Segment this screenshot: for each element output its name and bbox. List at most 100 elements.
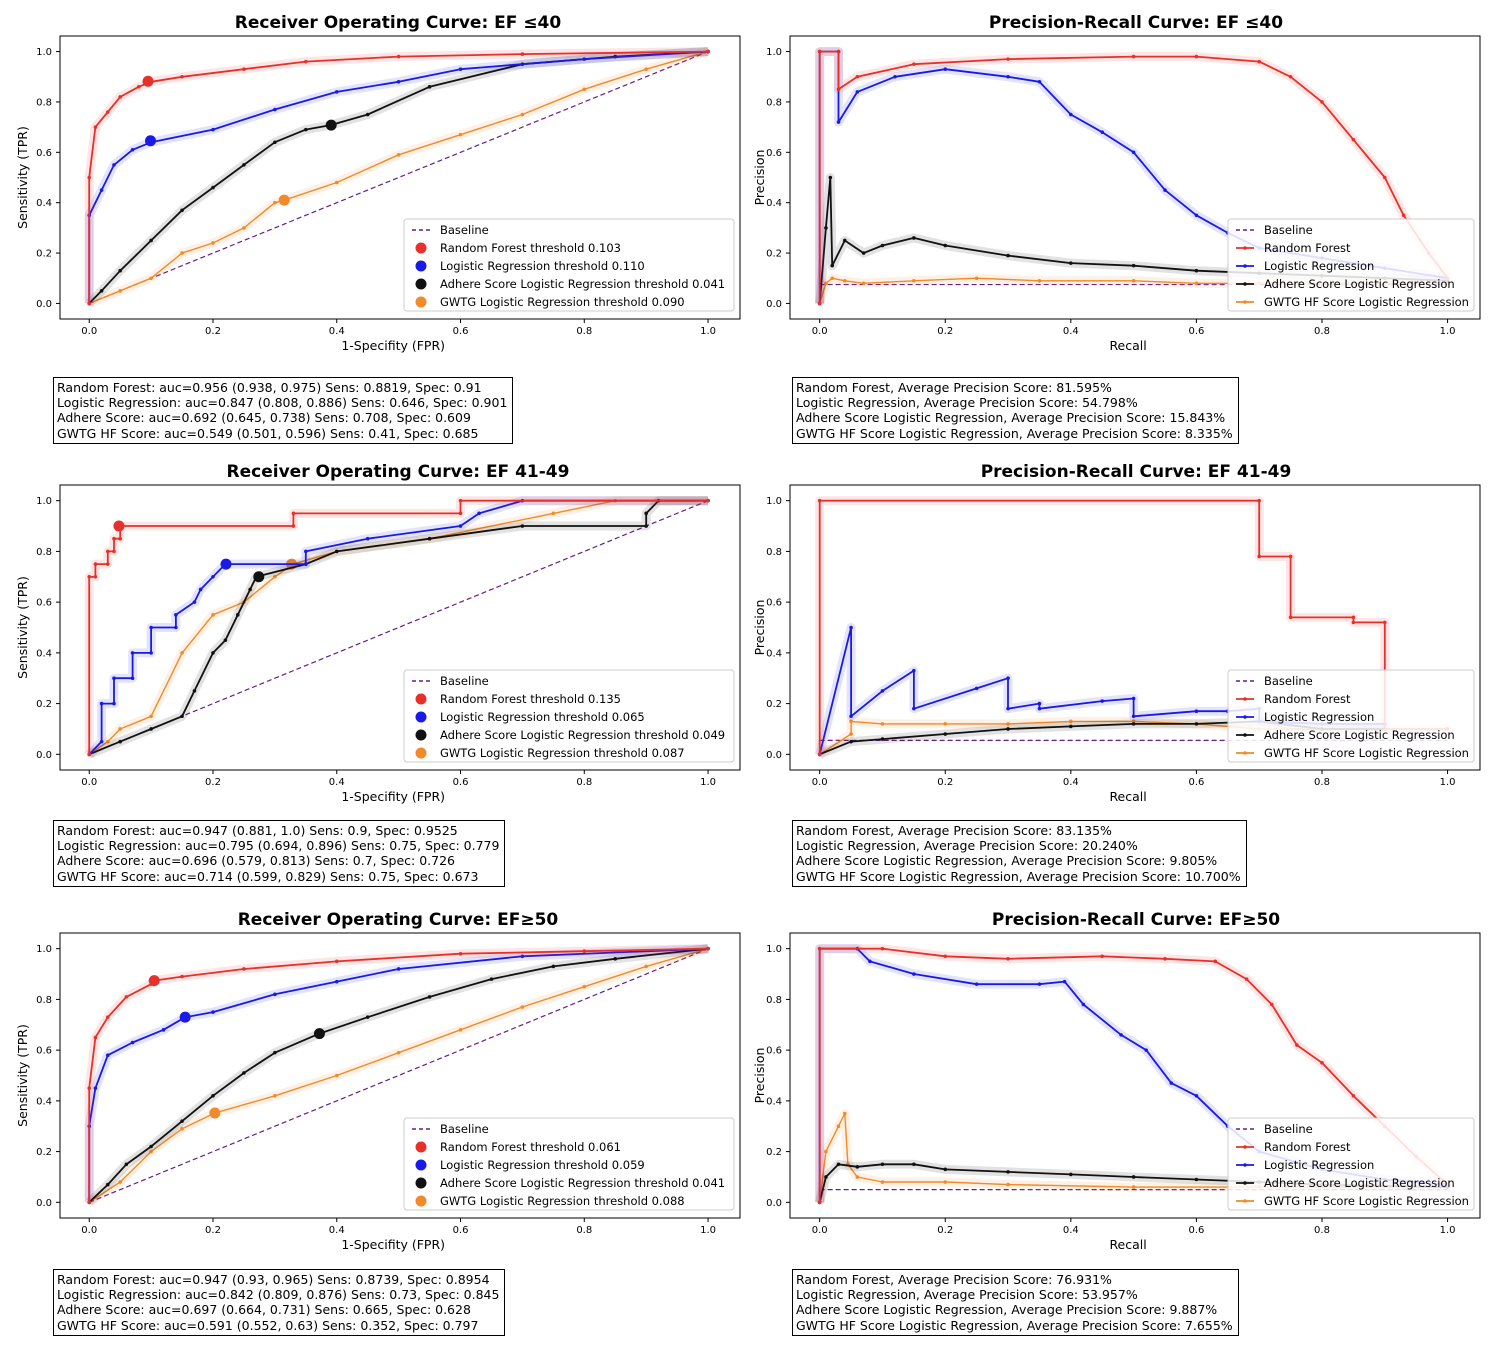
lr-point [211, 1010, 215, 1014]
y-tick-label: 0.2 [36, 1147, 52, 1158]
gwtg-point [644, 964, 648, 969]
lr-point [868, 959, 872, 964]
pr-chart-2: Precision-Recall Curve: EF ≤40 0.0 0.0 0.2 0… [752, 13, 1481, 353]
rf-point [180, 74, 184, 79]
y-axis-label: Precision [752, 600, 767, 656]
legend-gwtg-dot [1243, 1199, 1247, 1203]
adhere-point [273, 140, 277, 145]
gwtg-point [211, 241, 215, 245]
adhere-point [235, 613, 240, 617]
gwtg-point [1037, 278, 1042, 283]
x-tick-label: 0.0 [81, 1225, 97, 1236]
y-tick-label: 1.0 [766, 496, 782, 507]
legend-lr-swatch [415, 711, 427, 723]
legend-gwtg-swatch [415, 747, 427, 759]
legend-label-baseline: Baseline [440, 1122, 489, 1136]
y-tick-label: 0.8 [766, 995, 782, 1006]
gwtg-point [273, 1093, 277, 1098]
rf-point [706, 498, 710, 503]
x-tick-label: 1.0 [700, 777, 716, 788]
rf-point [836, 49, 841, 54]
x-axis-label: Recall [1109, 1237, 1146, 1252]
lr-point [1100, 699, 1105, 703]
lr-point [112, 163, 116, 167]
legend-adhere-swatch [415, 729, 427, 741]
adhere-point [365, 112, 370, 117]
lr-point [1081, 1002, 1086, 1007]
adhere-point [644, 524, 648, 528]
y-axis-label: Sensitivity (TPR) [15, 126, 30, 229]
adhere-curve [88, 499, 708, 756]
adhere-point [334, 549, 339, 554]
lr-point [161, 1028, 166, 1032]
y-tick-label: 0.2 [766, 249, 782, 260]
adhere-point [118, 739, 122, 744]
x-tick-label: 0.0 [812, 777, 828, 788]
x-tick-label: 1.0 [700, 1225, 716, 1236]
gwtg-point [849, 719, 853, 724]
y-tick-label: 1.0 [766, 47, 782, 58]
adhere-point [180, 208, 184, 213]
rf-point [1006, 957, 1010, 961]
stats-line: Logistic Regression: auc=0.842 (0.809, 0… [57, 1287, 500, 1303]
lr-point [1194, 213, 1199, 218]
y-tick-label: 0.6 [36, 1046, 52, 1057]
legend-rf-swatch [415, 693, 427, 705]
lr-point [1194, 709, 1199, 714]
x-tick-label: 0.4 [329, 1225, 345, 1236]
x-axis-label: Recall [1109, 789, 1146, 804]
chart-title: Precision-Recall Curve: EF≥50 [992, 910, 1280, 930]
rf-point [1320, 100, 1324, 104]
gwtg-point [1131, 719, 1136, 724]
y-axis-label: Sensitivity (TPR) [15, 1024, 30, 1127]
adhere-point [849, 739, 853, 744]
adhere-point [211, 651, 215, 655]
gwtg-curve [819, 1112, 1448, 1203]
rf-point [87, 1086, 92, 1090]
lr-point [849, 625, 853, 630]
gwtg-point [1006, 1182, 1010, 1187]
adhere-point [365, 1015, 370, 1019]
rf-point [912, 62, 916, 66]
rf-point [180, 974, 184, 979]
legend-label-gwtg: GWTG HF Score Logistic Regression [1264, 295, 1469, 309]
plot-frame [59, 932, 741, 1219]
pr-chart-6: Precision-Recall Curve: EF≥50 0.0 0.0 0.2 0.… [752, 910, 1481, 1252]
lr-point [1100, 130, 1105, 134]
stats-line: GWTG HF Score Logistic Regression, Avera… [796, 425, 1233, 441]
lr-point [93, 1086, 98, 1090]
rf-point [943, 954, 948, 959]
x-tick-label: 0.2 [205, 1225, 221, 1236]
stats-line: GWTG HF Score Logistic Regression, Avera… [796, 1317, 1233, 1333]
gwtg-point [912, 278, 916, 283]
stats-line: Adhere Score: auc=0.696 (0.579, 0.813) S… [57, 853, 456, 869]
adhere-point [427, 995, 432, 999]
adhere-point [242, 1071, 246, 1075]
y-tick-label: 0.2 [766, 1147, 782, 1158]
lr-point [130, 1040, 135, 1045]
legend-label-rf: Random Forest [1264, 1140, 1351, 1154]
lr-point [1006, 74, 1010, 79]
chart-title: Receiver Operating Curve: EF ≤40 [235, 13, 562, 33]
legend-box [1227, 1117, 1475, 1211]
x-tick-label: 0.4 [1063, 326, 1079, 337]
gwtg-point [149, 1149, 153, 1154]
rf-point [106, 549, 110, 554]
rf-threshold-marker [148, 975, 160, 987]
legend: Baseline Random Forest threshold 0.135 Log… [403, 669, 735, 763]
lr-point [130, 676, 135, 681]
gwtg-point [458, 132, 463, 137]
rf-point [124, 995, 129, 999]
rf-point [1401, 213, 1406, 218]
legend-label-rf: Random Forest threshold 0.135 [440, 692, 621, 706]
gwtg-point [1131, 1185, 1136, 1189]
x-tick-label: 0.2 [937, 326, 953, 337]
x-tick-label: 1.0 [1440, 1225, 1456, 1236]
adhere-point [99, 289, 104, 293]
rf-point [880, 946, 885, 951]
stats-box: Random Forest, Average Precision Score: … [792, 820, 1247, 887]
chart-title: Precision-Recall Curve: EF ≤40 [989, 13, 1283, 33]
rf-point [1288, 74, 1293, 79]
x-tick-label: 0.6 [1188, 326, 1204, 337]
rf-curve [818, 947, 1449, 1203]
